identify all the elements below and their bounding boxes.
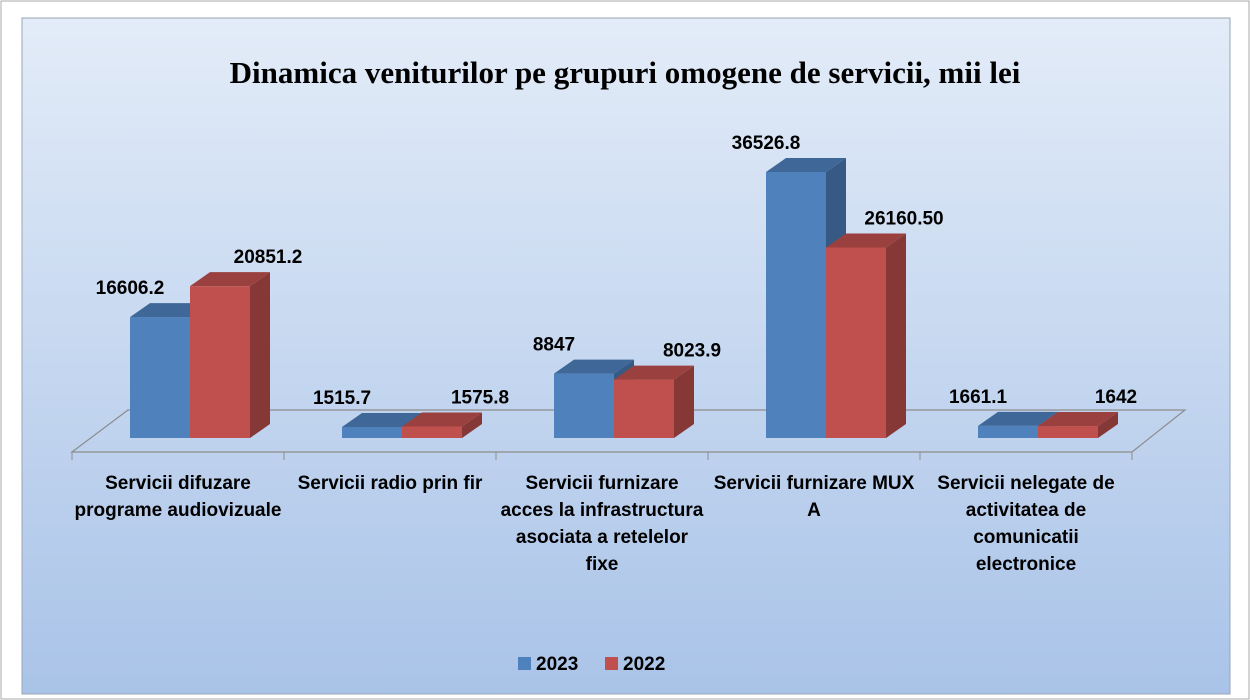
data-label: 16606.2 — [96, 278, 165, 299]
x-tick-label-box: Servicii furnizare MUX A — [713, 473, 915, 521]
floor — [70, 409, 1187, 453]
x-tick-label-box: Servicii furnizare acces la infrastructu… — [500, 473, 704, 575]
bar-side — [674, 365, 694, 438]
x-tick-label-box: Servicii difuzare programe audiovizuale — [74, 473, 282, 521]
bar-front — [554, 373, 614, 438]
legend-label: 2023 — [536, 654, 578, 675]
bar-top — [978, 411, 1058, 426]
bar-top — [402, 412, 482, 427]
x-tick-label: Servicii furnizare acces la infrastructu… — [500, 473, 704, 575]
x-tick-label-box: Servicii radio prin fir — [297, 473, 483, 494]
x-tick-label-box: Servicii nelegate de activitatea de comu… — [937, 473, 1115, 575]
x-tick-label: Servicii difuzare programe audiovizuale — [74, 473, 282, 521]
legend-swatch — [518, 657, 531, 670]
data-label: 36526.8 — [732, 133, 801, 154]
data-label: 1661.1 — [949, 387, 1008, 408]
bar-front — [342, 426, 402, 438]
bar — [1038, 412, 1118, 438]
bar-top — [766, 158, 846, 172]
x-tick-label: Servicii nelegate de activitatea de comu… — [937, 473, 1115, 575]
x-tick-label: Servicii furnizare MUX A — [713, 473, 915, 521]
bar-top — [1038, 412, 1118, 427]
bar-top — [190, 272, 270, 287]
bar — [614, 365, 694, 438]
bar-front — [614, 379, 674, 438]
bar-side — [886, 233, 906, 438]
bar-top — [826, 233, 906, 248]
bar-top — [554, 359, 634, 374]
bar-front — [402, 426, 462, 438]
data-label: 1575.8 — [451, 388, 509, 409]
bar-front — [1038, 426, 1098, 438]
bar-front — [190, 286, 250, 438]
legend-swatch — [605, 657, 618, 670]
data-label: 20851.2 — [234, 247, 303, 268]
data-label: 26160.50 — [864, 209, 943, 230]
data-label: 8023.9 — [663, 341, 721, 362]
bar-top — [342, 412, 422, 427]
bar-front — [130, 317, 190, 438]
bar — [402, 412, 482, 438]
bar-top — [614, 365, 694, 380]
data-label: 1642 — [1095, 387, 1137, 408]
data-label: 1515.7 — [313, 388, 371, 409]
bar-front — [978, 425, 1038, 438]
x-tick-label: Servicii radio prin fir — [297, 473, 483, 494]
bar-front — [826, 247, 886, 438]
chart-title: Dinamica veniturilor pe grupuri omogene … — [230, 55, 1021, 90]
bar — [826, 233, 906, 438]
bar-front — [766, 172, 826, 438]
data-label: 8847 — [533, 335, 575, 356]
bar-side — [1098, 412, 1118, 438]
legend-label: 2022 — [623, 654, 665, 675]
bar-side — [462, 412, 482, 438]
bar — [190, 272, 270, 438]
bar-side — [250, 272, 270, 438]
